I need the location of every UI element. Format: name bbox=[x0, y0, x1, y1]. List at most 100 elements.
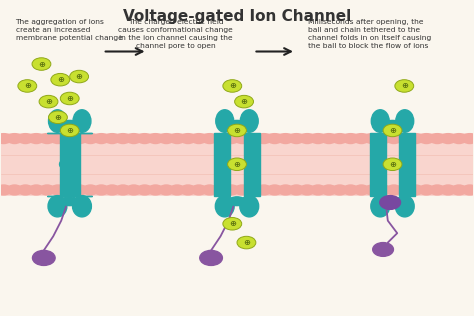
Circle shape bbox=[136, 184, 153, 196]
Text: The charged electric field
causes conformational change
in the ion channel causi: The charged electric field causes confor… bbox=[118, 19, 233, 49]
Circle shape bbox=[38, 184, 55, 196]
Circle shape bbox=[277, 184, 294, 196]
Ellipse shape bbox=[217, 158, 228, 171]
Circle shape bbox=[60, 92, 79, 105]
Text: ⊕: ⊕ bbox=[229, 219, 236, 228]
Ellipse shape bbox=[395, 196, 414, 217]
Circle shape bbox=[82, 184, 99, 196]
Circle shape bbox=[299, 133, 316, 144]
Circle shape bbox=[82, 133, 99, 144]
Circle shape bbox=[191, 184, 207, 196]
Text: The aggregation of ions
create an increased
membrane potential change: The aggregation of ions create an increa… bbox=[16, 19, 122, 41]
Circle shape bbox=[385, 133, 402, 144]
Circle shape bbox=[6, 133, 23, 144]
Circle shape bbox=[383, 124, 402, 137]
Circle shape bbox=[353, 133, 370, 144]
Circle shape bbox=[136, 133, 153, 144]
Circle shape bbox=[331, 133, 348, 144]
Text: ⊕: ⊕ bbox=[24, 82, 31, 90]
Circle shape bbox=[383, 158, 402, 171]
Circle shape bbox=[0, 133, 12, 144]
Circle shape bbox=[51, 73, 70, 86]
Circle shape bbox=[396, 133, 413, 144]
Circle shape bbox=[255, 184, 273, 196]
Circle shape bbox=[200, 250, 222, 265]
Circle shape bbox=[234, 184, 251, 196]
Bar bbox=[1, 133, 473, 196]
Circle shape bbox=[461, 184, 474, 196]
Circle shape bbox=[223, 80, 242, 92]
Circle shape bbox=[191, 133, 207, 144]
Ellipse shape bbox=[228, 197, 246, 206]
Circle shape bbox=[212, 184, 229, 196]
Text: ⊕: ⊕ bbox=[234, 126, 240, 135]
Text: ⊕: ⊕ bbox=[389, 126, 396, 135]
Circle shape bbox=[180, 133, 197, 144]
Circle shape bbox=[48, 111, 67, 124]
Text: ⊕: ⊕ bbox=[55, 113, 62, 122]
Circle shape bbox=[169, 184, 186, 196]
Ellipse shape bbox=[61, 120, 79, 130]
Circle shape bbox=[429, 184, 446, 196]
Text: ⊕: ⊕ bbox=[66, 126, 73, 135]
Polygon shape bbox=[370, 133, 386, 196]
Circle shape bbox=[201, 184, 218, 196]
Text: ⊕: ⊕ bbox=[243, 238, 250, 247]
Ellipse shape bbox=[240, 196, 259, 217]
Circle shape bbox=[235, 95, 254, 108]
Circle shape bbox=[115, 133, 131, 144]
Circle shape bbox=[450, 184, 467, 196]
Circle shape bbox=[169, 133, 186, 144]
Circle shape bbox=[228, 158, 246, 171]
Circle shape bbox=[277, 133, 294, 144]
Polygon shape bbox=[399, 133, 415, 196]
Circle shape bbox=[60, 124, 79, 137]
Ellipse shape bbox=[240, 110, 258, 132]
Circle shape bbox=[180, 184, 197, 196]
Polygon shape bbox=[47, 133, 92, 196]
Circle shape bbox=[223, 217, 242, 230]
Circle shape bbox=[125, 184, 142, 196]
Circle shape bbox=[395, 80, 414, 92]
Circle shape bbox=[429, 133, 446, 144]
Circle shape bbox=[18, 80, 36, 92]
Circle shape bbox=[0, 184, 12, 196]
Ellipse shape bbox=[384, 197, 401, 206]
Ellipse shape bbox=[73, 196, 91, 217]
Ellipse shape bbox=[383, 120, 401, 130]
Ellipse shape bbox=[371, 196, 390, 217]
Circle shape bbox=[223, 133, 240, 144]
Circle shape bbox=[461, 133, 474, 144]
Ellipse shape bbox=[48, 110, 66, 132]
Circle shape bbox=[385, 184, 402, 196]
Circle shape bbox=[147, 184, 164, 196]
Circle shape bbox=[33, 250, 55, 265]
Circle shape bbox=[115, 184, 131, 196]
Circle shape bbox=[70, 70, 89, 83]
Text: ⊕: ⊕ bbox=[234, 160, 240, 169]
Circle shape bbox=[310, 184, 327, 196]
Ellipse shape bbox=[48, 196, 67, 217]
Circle shape bbox=[104, 133, 120, 144]
Ellipse shape bbox=[372, 158, 383, 171]
Circle shape bbox=[223, 184, 240, 196]
Text: ⊕: ⊕ bbox=[76, 72, 82, 81]
Circle shape bbox=[245, 133, 262, 144]
Text: ⊕: ⊕ bbox=[45, 97, 52, 106]
Circle shape bbox=[374, 184, 392, 196]
Circle shape bbox=[60, 133, 77, 144]
Circle shape bbox=[299, 184, 316, 196]
Circle shape bbox=[255, 133, 273, 144]
Circle shape bbox=[353, 184, 370, 196]
Ellipse shape bbox=[246, 158, 257, 171]
Circle shape bbox=[266, 133, 283, 144]
Ellipse shape bbox=[216, 110, 234, 132]
Circle shape bbox=[407, 184, 424, 196]
Circle shape bbox=[407, 133, 424, 144]
Circle shape bbox=[147, 133, 164, 144]
Circle shape bbox=[396, 184, 413, 196]
Ellipse shape bbox=[73, 110, 91, 132]
Ellipse shape bbox=[60, 158, 80, 171]
Circle shape bbox=[245, 184, 262, 196]
Text: ⊕: ⊕ bbox=[57, 75, 64, 84]
